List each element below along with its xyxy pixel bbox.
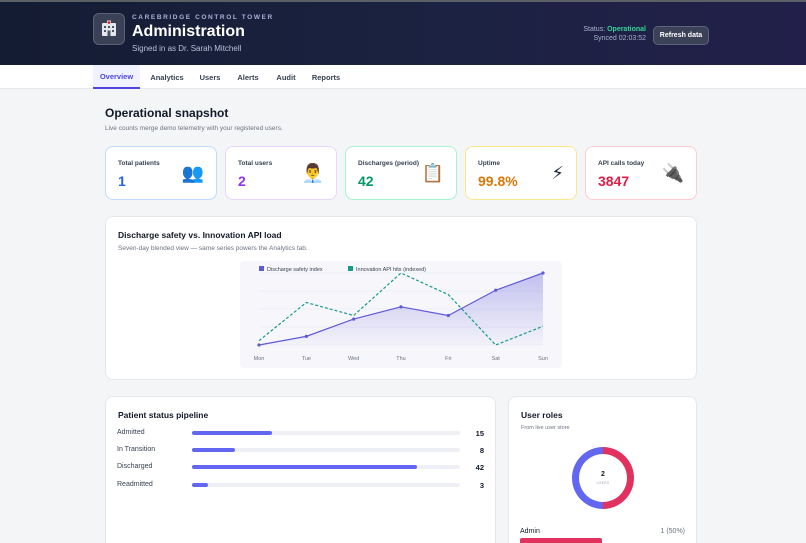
pipeline-label: In Transition [117,446,156,453]
kpi-card-total-patients: Total patients 1 👥 [105,146,217,200]
signed-in-user: Signed in as Dr. Sarah Mitchell [132,44,242,53]
page-title: Administration [132,23,245,40]
line-chart-svg: Mon Tue Wed Thu Fri Sat Sun Discharge safety in… [254,266,548,362]
kpi-value: 99.8% [478,173,518,189]
kpi-label: API calls today [598,160,645,167]
tab-overview[interactable]: Overview [93,65,140,89]
app-kicker: CAREBRIDGE CONTROL TOWER [132,14,274,21]
data-point [446,313,450,318]
donut-total: 2 [601,471,605,478]
tab-alerts[interactable]: Alerts [237,72,259,82]
x-tick-label: Mon [254,356,265,362]
data-point [257,343,261,347]
pipeline-bar-admitted [192,431,273,435]
pipeline-track [192,465,460,469]
data-point [541,271,545,275]
kpi-card-api-calls: API calls today 3847 🔌 [585,146,697,200]
kpi-value: 3847 [598,173,630,189]
donut-total-label: USERS [597,481,610,485]
pipeline-value: 15 [475,429,484,438]
x-tick-label: Wed [348,356,359,362]
kpi-card-uptime: Uptime 99.8% ⚡ [465,146,577,200]
pipeline-track [192,483,460,487]
data-point [494,288,498,292]
lightning-icon: ⚡ [551,163,564,183]
donut-slice-admin [603,447,634,509]
tab-users[interactable]: Users [199,72,221,82]
x-tick-label: Fri [445,356,451,362]
section-title: Operational snapshot [105,106,229,120]
data-point [352,317,356,321]
x-tick-label: Tue [302,356,311,362]
roles-card: User roles From live user store [508,396,697,543]
patients-icon: 👥 [181,163,204,183]
tab-reports[interactable]: Reports [311,72,341,82]
hospital-icon [93,13,125,45]
role-value: 1 (50%) [660,528,685,535]
app-header: CAREBRIDGE CONTROL TOWER Administration … [0,2,806,65]
pipeline-bar-in-transition [192,448,235,452]
line-chart: Mon Tue Wed Thu Fri Sat Sun Discharge safety in… [240,261,562,368]
legend-swatch [348,266,353,271]
kpi-card-discharges: Discharges (period) 42 📋 [345,146,457,200]
tab-audit[interactable]: Audit [276,72,296,82]
x-tick-label: Thu [396,356,405,362]
data-point [304,334,308,338]
kpi-label: Uptime [478,160,501,167]
status-prefix: Status: [583,26,608,33]
kpi-label: Total users [238,160,273,167]
data-point [399,305,403,309]
pipeline-label: Admitted [117,429,145,436]
role-label: Admin [520,528,540,535]
users-icon: 👨‍💼 [301,163,324,183]
kpi-label: Discharges (period) [358,160,420,167]
pipeline-value: 42 [475,463,484,472]
plug-icon: 🔌 [661,163,684,183]
series-area-discharge-safety [259,273,543,345]
series-line-innovation-api [258,272,544,346]
roles-title: User roles [521,410,563,420]
pipeline-value: 3 [479,481,484,490]
pipeline-track [192,448,460,452]
pipeline-title: Patient status pipeline [118,410,209,420]
pipeline-track [192,431,460,435]
system-status: Status: Operational [583,26,646,33]
kpi-card-total-users: Total users 2 👨‍💼 [225,146,337,200]
kpi-label: Total patients [118,160,160,167]
legend-label: Innovation API hits (indexed) [356,267,426,273]
chart-card-title: Discharge safety vs. Innovation API load [118,230,282,240]
refresh-data-button[interactable]: Refresh data [653,26,709,45]
x-tick-label: Sat [492,356,501,362]
sync-timestamp: Synced 02:03:52 [593,35,646,42]
pipeline-value: 8 [479,446,484,455]
role-bar-admin [520,538,602,543]
roles-donut-chart: 2 USERS [572,447,634,509]
donut-slice-user [572,447,603,509]
roles-subtitle: From live user store [521,425,570,431]
kpi-value: 2 [238,173,246,189]
kpi-value: 42 [358,173,374,189]
pipeline-card: Patient status pipeline [105,396,496,543]
pipeline-label: Discharged [117,463,153,470]
pipeline-bar-discharged [192,465,418,469]
x-tick-label: Sun [538,356,548,362]
kpi-value: 1 [118,173,126,189]
pipeline-label: Readmitted [117,481,153,488]
main-tabs: Overview Analytics Users Alerts Audit Re… [0,65,806,89]
pipeline-bar-readmitted [192,483,209,487]
legend-swatch [259,266,264,271]
status-value: Operational [607,26,646,33]
chart-card-subtitle: Seven-day blended view — same series pow… [118,245,308,252]
window-top-border [0,0,806,2]
section-subtitle: Live counts merge demo telemetry with yo… [105,125,283,132]
tab-analytics[interactable]: Analytics [150,72,184,82]
clipboard-icon: 📋 [421,163,444,183]
legend-label: Discharge safety index [267,267,323,273]
